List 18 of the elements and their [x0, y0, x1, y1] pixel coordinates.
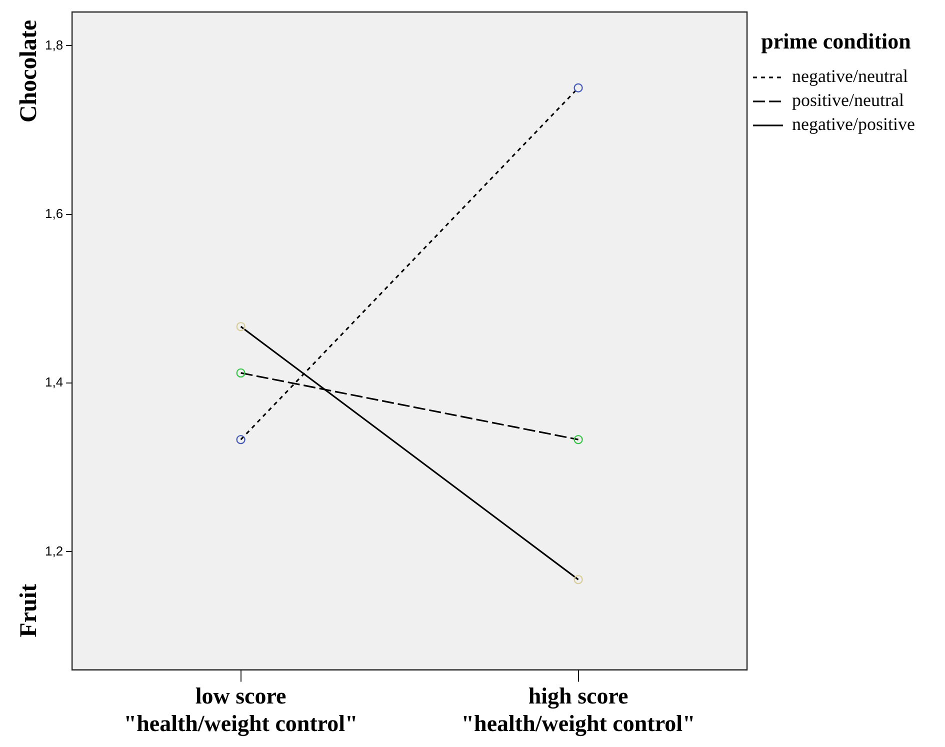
point: [236, 322, 246, 332]
point: [236, 368, 246, 378]
x-tick-label: low score "health/weight control": [124, 684, 358, 738]
point: [236, 434, 246, 444]
legend-label: negative/positive: [792, 114, 916, 134]
point: [574, 83, 583, 92]
legend-label: positive/neutral: [792, 90, 904, 110]
y-tick-label: 1,4: [44, 374, 64, 390]
legend-title: prime condition: [761, 28, 911, 54]
x-tick-label: high score "health/weight control": [461, 684, 696, 738]
y-tick-label: 1,6: [44, 206, 64, 221]
text: Chocolate: [16, 20, 42, 123]
text: Fruit: [16, 584, 42, 638]
y-tick-label: 1,8: [44, 37, 64, 52]
y-tick-label: 1,2: [44, 543, 64, 558]
point: [574, 434, 583, 444]
legend-label: negative/neutral: [792, 66, 908, 86]
point: [574, 574, 583, 584]
